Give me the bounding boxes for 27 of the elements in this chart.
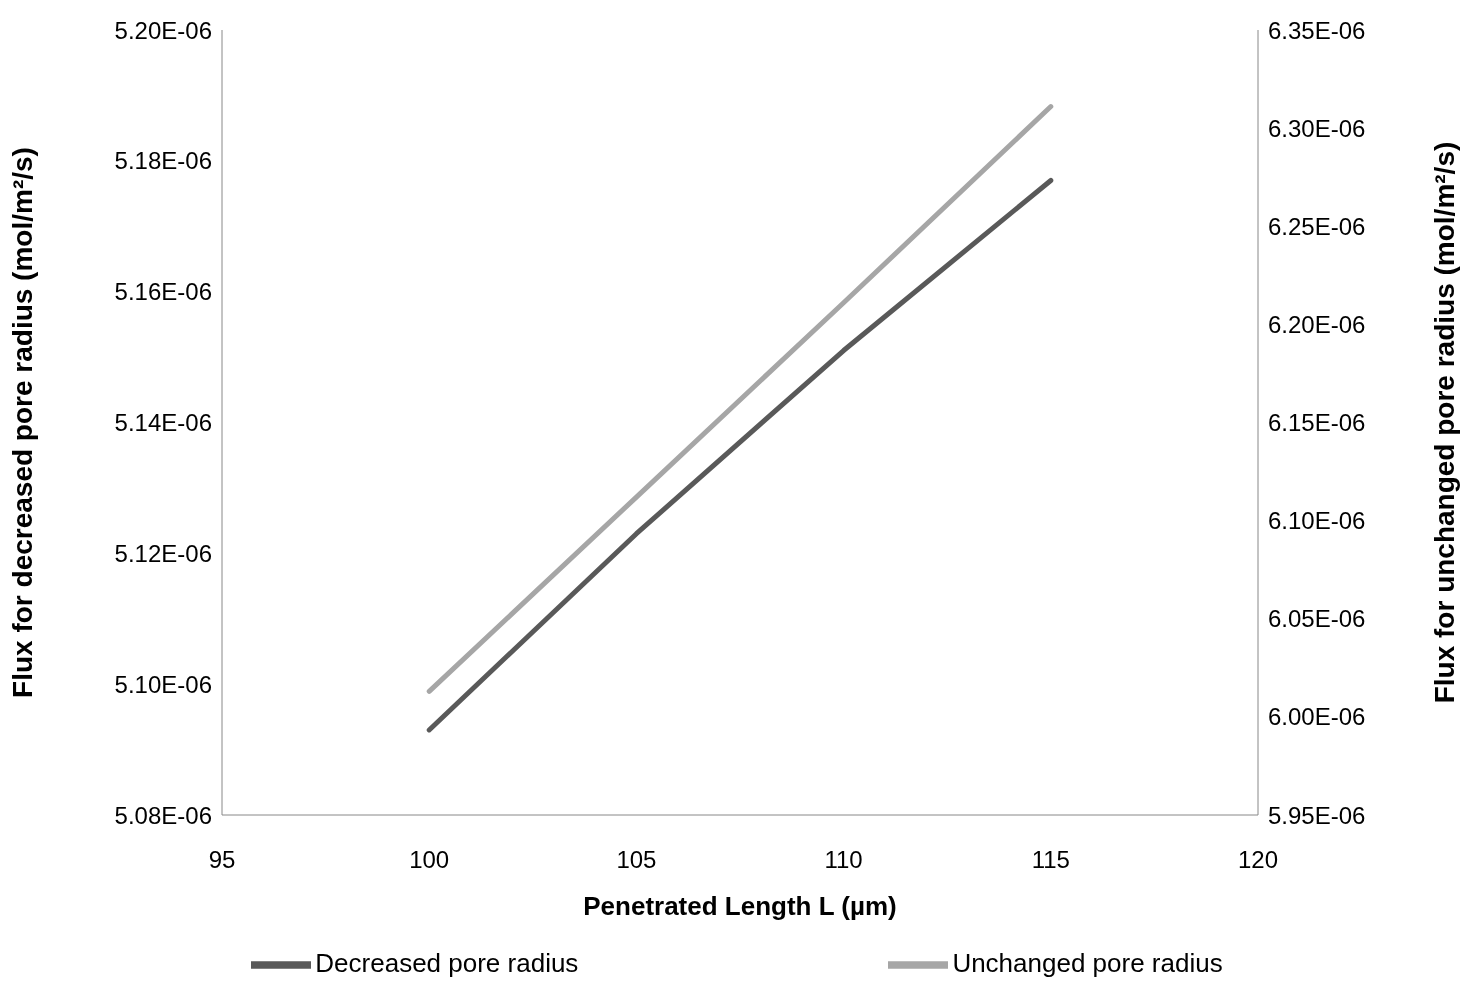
y2-tick-label: 6.20E-06 [1268,310,1366,338]
y-tick-label: 5.20E-06 [114,16,212,44]
y-tick-label: 5.08E-06 [114,801,212,829]
y2-tick-label: 5.95E-06 [1268,801,1366,829]
x-axis-title: Penetrated Length L (µm) [583,891,897,921]
x-tick-label: 110 [824,846,863,874]
y-axis-title: Flux for decreased pore radius (mol/m²/s) [6,147,38,698]
x-tick-label: 115 [1031,846,1070,874]
y-tick-label: 5.16E-06 [114,278,212,306]
y2-tick-label: 6.35E-06 [1268,16,1366,44]
y-tick-label: 5.12E-06 [114,539,212,567]
y2-tick-label: 6.00E-06 [1268,703,1366,731]
x-tick-label: 95 [208,846,236,874]
legend-label: Unchanged pore radius [952,947,1223,978]
y2-tick-label: 6.30E-06 [1268,114,1366,142]
y-tick-label: 5.14E-06 [114,409,212,437]
y2-axis-title: Flux for unchanged pore radius (mol/m²/s) [1428,141,1460,704]
y-tick-label: 5.18E-06 [114,147,212,175]
y2-tick-label: 6.25E-06 [1268,212,1366,240]
y-tick-label: 5.10E-06 [114,670,212,698]
y2-tick-label: 6.05E-06 [1268,605,1366,633]
x-tick-label: 105 [616,846,657,874]
x-tick-label: 120 [1237,846,1279,874]
y2-tick-label: 6.10E-06 [1268,507,1366,535]
x-tick-label: 100 [409,846,450,874]
legend-label: Decreased pore radius [315,947,579,978]
y2-tick-label: 6.15E-06 [1268,409,1366,437]
